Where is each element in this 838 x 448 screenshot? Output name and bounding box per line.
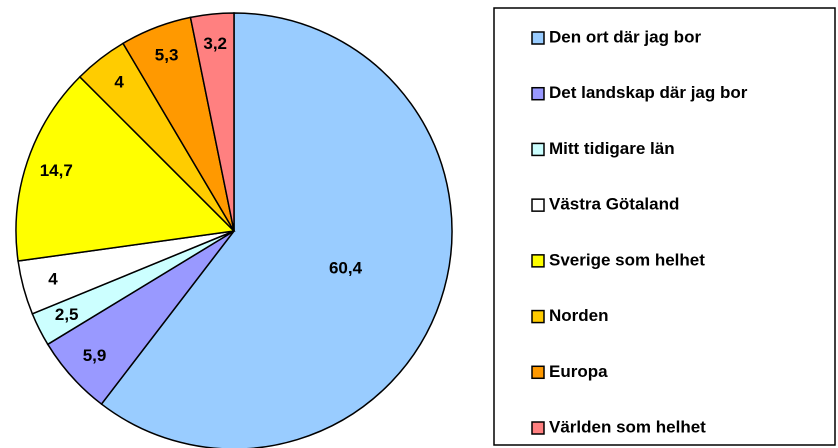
legend-swatch: [531, 31, 545, 45]
data-label: 4: [114, 72, 124, 91]
legend-label: Europa: [549, 362, 608, 381]
data-label: 14,7: [40, 161, 73, 180]
data-label: 5,9: [83, 346, 107, 365]
data-label: 5,3: [155, 46, 179, 65]
legend-swatch: [531, 198, 545, 212]
legend-label: Det landskap där jag bor: [549, 83, 748, 102]
legend-box: [493, 7, 836, 446]
pie-slice: [189, 12, 235, 232]
data-label: 4: [48, 269, 58, 288]
legend-label: Norden: [549, 306, 609, 325]
pie-slice: [100, 12, 453, 448]
pie-slice: [15, 75, 236, 262]
data-label: 2,5: [55, 305, 79, 324]
legend-label: Världen som helhet: [549, 417, 706, 436]
legend-swatch: [531, 254, 545, 268]
legend-swatch: [531, 142, 545, 157]
legend-label: Västra Götaland: [549, 195, 679, 214]
data-label: 3,2: [203, 34, 227, 53]
legend-label: Den ort där jag bor: [549, 27, 701, 46]
legend-label: Mitt tidigare län: [549, 139, 675, 158]
legend-label: Sverige som helhet: [549, 250, 705, 269]
data-label: 60,4: [329, 258, 363, 277]
legend-swatch: [531, 365, 545, 380]
legend-swatch: [531, 86, 545, 101]
legend-swatch: [531, 309, 545, 324]
legend-swatch: [531, 421, 545, 435]
